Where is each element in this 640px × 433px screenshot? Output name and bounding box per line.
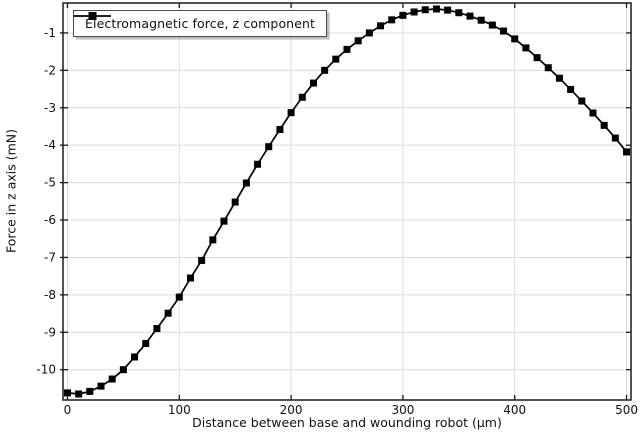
x-axis-title: Distance between base and wounding robot…: [192, 415, 502, 430]
data-point-marker: [276, 125, 284, 133]
legend: Electromagnetic force, z component: [73, 10, 328, 37]
data-point-marker: [97, 382, 105, 390]
data-point-marker: [131, 353, 139, 361]
data-point-marker: [589, 109, 597, 117]
data-point-marker: [600, 121, 608, 129]
data-point-marker: [153, 325, 161, 333]
data-point-marker: [488, 21, 496, 29]
data-point-marker: [175, 293, 183, 301]
data-point-marker: [578, 97, 586, 105]
data-point-marker: [522, 44, 530, 52]
data-point-marker: [298, 93, 306, 101]
data-point-marker: [388, 16, 396, 24]
data-point-marker: [399, 11, 407, 19]
data-point-marker: [544, 64, 552, 72]
data-point-marker: [220, 217, 228, 225]
data-point-marker: [164, 309, 172, 317]
data-point-marker: [343, 45, 351, 53]
data-point-marker: [377, 22, 385, 30]
data-point-marker: [242, 179, 250, 187]
y-axis-title: Force in z axis (mN): [3, 129, 19, 253]
y-tick-label: -2: [44, 63, 56, 77]
data-point-marker: [477, 16, 485, 24]
x-tick-label: 500: [615, 403, 638, 417]
data-point-marker: [198, 256, 206, 264]
y-tick-label: -3: [44, 101, 56, 115]
data-point-marker: [455, 9, 463, 17]
data-point-marker: [567, 85, 575, 93]
y-tick-label: -5: [44, 176, 56, 190]
data-point-marker: [511, 35, 519, 43]
data-point-marker: [265, 143, 273, 151]
data-point-marker: [444, 6, 452, 14]
data-point-marker: [86, 387, 94, 395]
data-point-marker: [321, 66, 329, 74]
x-tick-label: 100: [168, 403, 191, 417]
data-point-marker: [466, 12, 474, 20]
data-point-marker: [432, 5, 440, 13]
data-point-marker: [75, 390, 83, 398]
data-point-marker: [254, 160, 262, 168]
data-point-marker: [119, 366, 127, 374]
data-point-marker: [332, 55, 340, 63]
data-point-marker: [287, 109, 295, 117]
y-tick-label: -6: [44, 213, 56, 227]
data-point-marker: [421, 6, 429, 14]
y-tick-label: -8: [44, 288, 56, 302]
data-point-marker: [354, 37, 362, 45]
data-point-marker: [365, 29, 373, 37]
data-point-marker: [533, 54, 541, 62]
data-point-marker: [623, 148, 631, 156]
y-tick-label: -7: [44, 250, 56, 264]
x-tick-label: 0: [64, 403, 72, 417]
y-tick-label: -10: [36, 363, 56, 377]
y-tick-label: -4: [44, 138, 56, 152]
data-point-marker: [209, 236, 217, 244]
data-point-marker: [410, 8, 418, 16]
y-tick-label: -1: [44, 26, 56, 40]
plot-frame: [62, 2, 632, 401]
data-point-marker: [309, 79, 317, 87]
data-point-marker: [555, 74, 563, 82]
x-tick-label: 300: [391, 403, 414, 417]
data-point-marker: [611, 134, 619, 142]
data-point-marker: [63, 389, 71, 397]
x-tick-label: 400: [503, 403, 526, 417]
data-point-marker: [108, 375, 116, 383]
data-point-marker: [142, 339, 150, 347]
data-point-marker: [231, 198, 239, 206]
x-tick-label: 200: [280, 403, 303, 417]
data-point-marker: [186, 274, 194, 282]
legend-series-label: Electromagnetic force, z component: [85, 16, 316, 31]
data-point-marker: [500, 27, 508, 35]
legend-marker-icon: [74, 12, 111, 20]
y-tick-label: -9: [44, 325, 56, 339]
